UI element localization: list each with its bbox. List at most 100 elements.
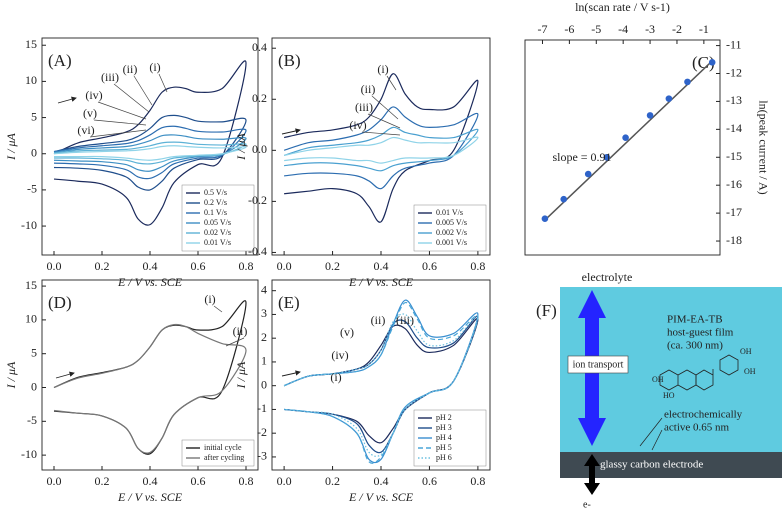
electrode-label: glassy carbon electrode (600, 459, 703, 471)
leader-line (361, 131, 401, 136)
x-tick-label: -1 (699, 22, 709, 36)
x-axis-label: E / V vs. SCE (348, 490, 414, 504)
x-tick-label: 0.6 (191, 259, 206, 273)
leader-line (133, 75, 153, 106)
annotation: (ii) (233, 324, 248, 338)
legend-label: 0.5 V/s (204, 188, 227, 197)
annotation: (vi) (77, 123, 94, 137)
annotation: slope = 0.91 (552, 150, 611, 164)
x-tick-label: 0.0 (277, 474, 292, 488)
leader-line (89, 129, 147, 138)
x-tick-label: 0.0 (47, 259, 62, 273)
y-axis-label: I / μA (234, 361, 248, 389)
x-tick-label: 0.6 (422, 259, 437, 273)
y-tick-label: -10 (21, 218, 37, 232)
y-tick-label: -5 (27, 182, 37, 196)
y-tick-label: 10 (25, 73, 37, 87)
data-point (541, 215, 549, 223)
legend-box (181, 184, 255, 252)
y-tick-label: 15 (25, 278, 37, 292)
molecule-label: OH (652, 375, 664, 384)
x-tick-label: 0.4 (374, 259, 389, 273)
annotation: (i) (204, 292, 215, 306)
legend-label: 0.1 V/s (204, 208, 227, 217)
x-tick-label: 0.6 (191, 474, 206, 488)
electrolyte-label: electrolyte (582, 270, 633, 284)
plot-frame (524, 39, 721, 256)
cv-curve (283, 136, 479, 164)
x-axis-label: E / V vs. SCE (348, 275, 414, 289)
leader-line (213, 305, 223, 313)
annotation: (v) (83, 106, 97, 120)
y-tick-label: 0 (261, 377, 267, 391)
molecule-label: OH (744, 367, 756, 376)
x-axis-label: E / V vs. SCE (117, 275, 183, 289)
active-label: electrochemically (664, 409, 743, 421)
y-tick-label: 3 (261, 306, 267, 320)
leader-line (93, 119, 147, 126)
data-point (603, 153, 611, 161)
x-tick-label: -4 (618, 22, 628, 36)
legend-label: pH 2 (436, 413, 452, 422)
legend-label: pH 3 (436, 423, 452, 432)
y-tick-label: -5 (27, 413, 37, 427)
leader-line (158, 73, 168, 93)
panel-label: (C) (692, 53, 715, 72)
y-axis-label: ln(peak current / A) (756, 100, 770, 194)
y-tick-label: 5 (31, 345, 37, 359)
ion-transport-label: ion transport (573, 359, 624, 370)
cv-curve (53, 141, 247, 165)
x-tick-label: -3 (645, 22, 655, 36)
leader-line (113, 83, 150, 113)
molecule (659, 354, 739, 391)
cv-curve (53, 125, 247, 180)
annotation: (iv) (349, 118, 366, 132)
x-tick-label: 0.4 (143, 259, 158, 273)
film-label: (ca. 300 nm) (667, 340, 723, 352)
legend-label: 0.01 V/s (204, 238, 231, 247)
x-axis-label: ln(scan rate / V s-1) (575, 0, 670, 14)
y-tick-label: 0.2 (252, 91, 267, 105)
y-tick-label: 0 (31, 145, 37, 159)
y-tick-label: -17 (726, 205, 742, 219)
legend-label: pH 6 (436, 453, 452, 462)
legend-label: 0.05 V/s (204, 218, 231, 227)
panel-label: (B) (278, 51, 301, 70)
molecule-label: OH (740, 347, 752, 356)
annotation: (ii) (371, 313, 386, 327)
annotation: (iii) (101, 70, 119, 84)
x-tick-label: 0.8 (239, 474, 254, 488)
annotation: (i) (149, 60, 160, 74)
x-tick-label: -7 (537, 22, 547, 36)
x-tick-label: 0.8 (239, 259, 254, 273)
annotation: (iii) (355, 100, 373, 114)
cv-curve (53, 323, 247, 454)
x-tick-label: 0.2 (325, 259, 340, 273)
electron-label: e- (583, 499, 591, 510)
cv-curve (283, 126, 479, 172)
scan-arrow (281, 128, 301, 135)
panel-label: (A) (48, 51, 72, 70)
molecule-label: HO (663, 391, 675, 400)
cv-curve (53, 145, 247, 161)
x-tick-label: 0.0 (277, 259, 292, 273)
x-tick-label: -6 (564, 22, 574, 36)
panel: 0.0 0.2 0.4 0.6 0.8 -10 -5 0 5 10 15 E / V vs. SCE I… (4, 278, 259, 504)
scan-arrow (57, 96, 77, 104)
x-tick-label: 0.2 (325, 474, 340, 488)
x-tick-label: -2 (672, 22, 682, 36)
diagram-f: electrolyte (F) ion transport PIM-EA-TB … (536, 270, 782, 510)
leader-line (639, 417, 663, 451)
cv-curve (283, 315, 479, 454)
scan-arrow (281, 370, 301, 377)
legend-label: 0.005 V/s (436, 218, 467, 227)
cv-curve (283, 73, 479, 223)
cv-curve (283, 317, 479, 444)
y-tick-label: -13 (726, 93, 742, 107)
legend-label: 0.001 V/s (436, 238, 467, 247)
x-tick-label: 0.0 (47, 474, 62, 488)
y-tick-label: -10 (21, 447, 37, 461)
